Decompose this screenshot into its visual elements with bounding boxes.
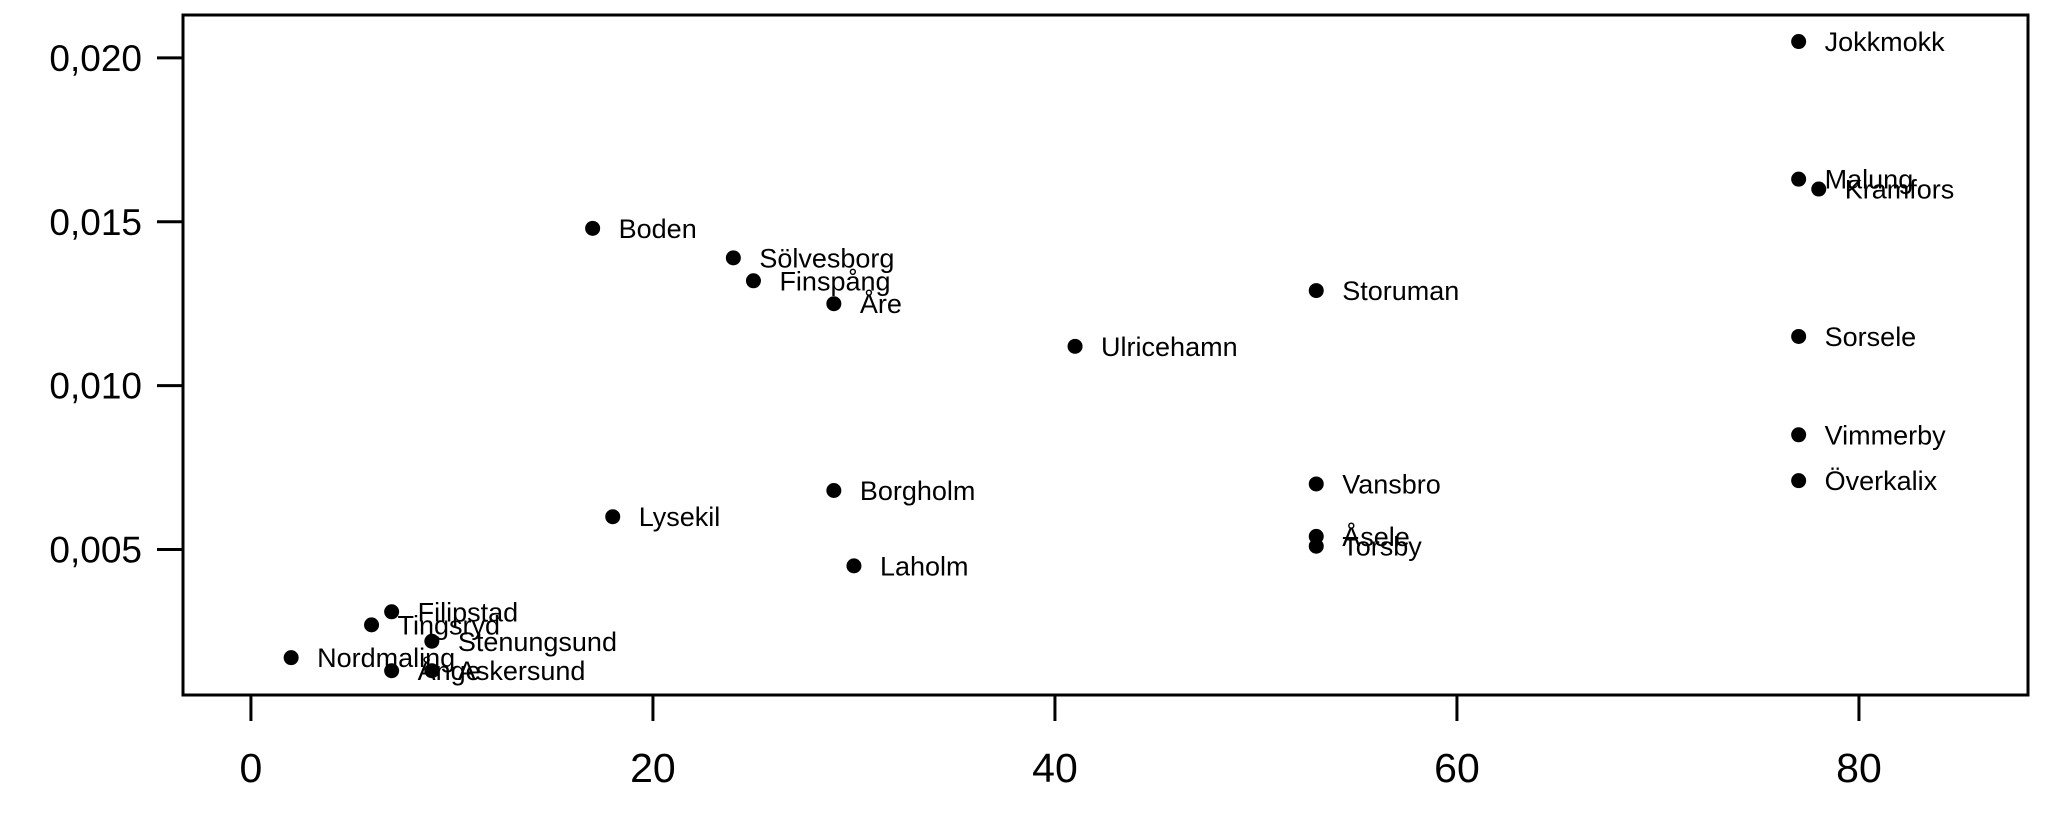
- data-point: [283, 650, 299, 666]
- data-point: [1308, 476, 1324, 492]
- data-point-label: Vansbro: [1342, 469, 1441, 499]
- data-point: [1811, 181, 1827, 197]
- data-point: [745, 273, 761, 289]
- data-point-label: Jokkmokk: [1825, 27, 1946, 57]
- data-point-label: Åsele: [1342, 521, 1410, 552]
- data-point: [1308, 283, 1324, 299]
- x-axis-tick-label: 0: [240, 745, 263, 791]
- data-point-label: Åre: [860, 288, 902, 319]
- data-point-label: Sölvesborg: [759, 243, 894, 273]
- data-point: [1791, 328, 1807, 344]
- data-point: [826, 483, 842, 499]
- data-point-label: Torsby: [1342, 532, 1422, 562]
- data-point: [424, 633, 440, 649]
- data-point-label: Sorsele: [1825, 322, 1917, 352]
- data-point-label: Malung: [1825, 165, 1914, 195]
- data-point: [1308, 538, 1324, 554]
- data-point-label: Boden: [619, 214, 697, 244]
- data-point: [1791, 34, 1807, 50]
- data-point-label: Ulricehamn: [1101, 332, 1238, 362]
- data-point-label: Borgholm: [860, 476, 976, 506]
- data-point: [1791, 171, 1807, 187]
- y-axis-tick-label: 0,005: [49, 529, 142, 570]
- data-point-label: Vimmerby: [1825, 420, 1947, 450]
- data-point: [1067, 338, 1083, 354]
- x-axis-tick-label: 40: [1032, 745, 1078, 791]
- data-point-label: Stenungsund: [458, 627, 617, 657]
- data-point-label: Lysekil: [639, 502, 721, 532]
- data-point-label: Kramfors: [1845, 175, 1955, 205]
- data-point: [384, 604, 400, 620]
- y-axis-tick-label: 0,020: [49, 38, 142, 79]
- data-point: [1791, 427, 1807, 443]
- x-axis-tick-label: 20: [630, 745, 676, 791]
- data-point-label: Tingsryd: [398, 610, 501, 640]
- data-point: [605, 509, 621, 525]
- data-point: [384, 663, 400, 679]
- data-point: [725, 250, 741, 266]
- data-point: [1791, 473, 1807, 489]
- data-point-label: Storuman: [1342, 276, 1459, 306]
- data-point: [846, 558, 862, 574]
- x-axis-tick-label: 80: [1836, 745, 1882, 791]
- data-point-label: Laholm: [880, 551, 969, 581]
- data-point: [424, 663, 440, 679]
- data-point-label: Askersund: [458, 656, 586, 686]
- data-point: [364, 617, 380, 633]
- x-axis-tick-label: 60: [1434, 745, 1480, 791]
- data-point: [585, 220, 601, 236]
- data-point-label: Finspång: [779, 266, 890, 296]
- y-axis-tick-label: 0,010: [49, 366, 142, 407]
- data-point: [826, 296, 842, 312]
- y-axis-tick-label: 0,015: [49, 202, 142, 243]
- data-point-label: Filipstad: [418, 597, 519, 627]
- data-point-label: Överkalix: [1825, 466, 1938, 496]
- plot-frame: [181, 13, 2030, 697]
